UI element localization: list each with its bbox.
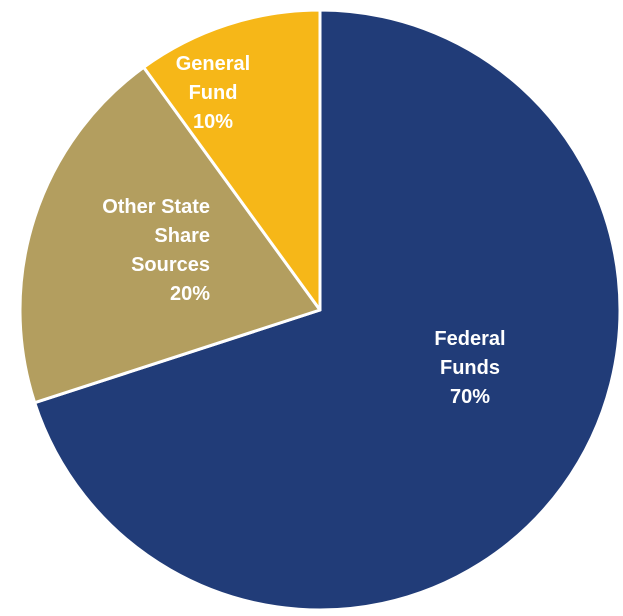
slice-category-label: General <box>176 53 250 75</box>
slice-category-label: Other State <box>102 196 210 218</box>
slice-category-label: Fund <box>189 82 238 104</box>
slice-general-fund <box>142 8 322 312</box>
slice-value-label: 20% <box>170 283 210 305</box>
pie-slices <box>18 8 622 612</box>
slice-category-label: Share <box>154 225 210 247</box>
slice-category-label: Federal <box>434 328 505 350</box>
slice-value-label: 70% <box>450 386 490 408</box>
label-general-fund: General Fund 10% <box>176 53 250 133</box>
pie-labels: Federal Funds 70% Other State Share Sources 20… <box>102 53 505 408</box>
label-federal-funds: Federal Funds 70% <box>434 328 505 408</box>
label-other-state-share-sources: Other State Share Sources 20% <box>102 196 210 305</box>
slice-category-label: Sources <box>131 254 210 276</box>
slice-value-label: 10% <box>193 111 233 133</box>
slice-category-label: Funds <box>440 357 500 379</box>
slice-federal-funds <box>33 8 622 612</box>
slice-other-state-share-sources <box>18 65 322 405</box>
